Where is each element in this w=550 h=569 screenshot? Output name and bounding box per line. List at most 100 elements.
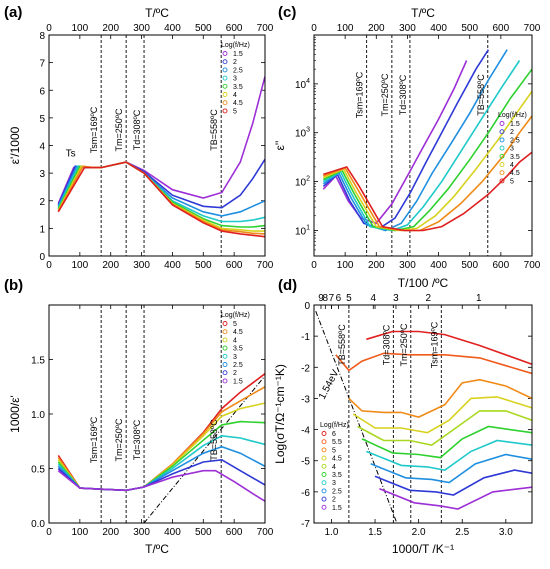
- series-line: [57, 161, 265, 238]
- legend-marker: [499, 129, 505, 135]
- x-tick-label: 700: [257, 527, 274, 538]
- legend-entry: 4.5: [510, 170, 520, 177]
- x-tick-label: 600: [493, 260, 510, 271]
- legend-marker: [222, 353, 228, 359]
- legend-marker: [321, 472, 327, 477]
- y-tick-label: 103: [295, 127, 310, 140]
- plot-frame: [48, 304, 266, 524]
- x-tick-label: 0: [311, 260, 317, 271]
- top-tick-label: 2: [425, 293, 431, 304]
- plot-area: [57, 35, 265, 256]
- top-tick-label: 5: [346, 293, 352, 304]
- x-tick-label-top: 0: [311, 23, 317, 34]
- plot-frame: [48, 34, 266, 257]
- legend-entry: 5: [510, 178, 514, 185]
- legend-marker: [222, 345, 228, 351]
- y-tick-label: -5: [301, 457, 310, 468]
- legend-marker: [321, 463, 327, 469]
- x-tick-label: 300: [133, 260, 150, 271]
- x-axis-label-top: T/100 /ºC: [398, 276, 449, 290]
- legend-title: Log(f/Hz): [221, 42, 250, 49]
- reference-line-label: Td=308ºC: [132, 419, 142, 460]
- x-tick-label: 500: [461, 260, 478, 271]
- series-line: [361, 425, 532, 459]
- top-tick-label: 4: [371, 293, 377, 304]
- reference-line-label: TB=558ºC: [337, 324, 347, 366]
- y-tick-label: -4: [301, 426, 310, 437]
- panel-label: (a): [4, 4, 22, 21]
- y-tick-label: 102: [295, 176, 310, 189]
- series-line: [322, 90, 532, 232]
- legend-entry: 1.5: [510, 121, 520, 128]
- panel-label: (b): [4, 277, 23, 294]
- x-tick-label-top: 600: [226, 23, 243, 34]
- y-tick-label: -3: [301, 394, 310, 405]
- legend-marker: [321, 439, 327, 445]
- legend-marker: [499, 145, 505, 151]
- legend-title: Log(f/Hz): [320, 422, 349, 429]
- x-tick-label: 400: [164, 260, 181, 271]
- panel-d: (d)1.0 1.5 2.0 2.5 3.098 7 6 5 4 3 2 10-1-2-3-4-5-6…: [273, 276, 533, 556]
- legend-marker: [222, 362, 228, 367]
- x-tick-label: 2.5: [455, 527, 469, 538]
- legend-entry: 5.5: [332, 439, 342, 446]
- x-tick-label: 2.0: [412, 527, 426, 538]
- top-tick-label: 8: [323, 293, 329, 304]
- legend-entry: 1.5: [332, 505, 342, 512]
- legend-marker: [222, 59, 228, 65]
- legend-entry: 5: [233, 321, 237, 328]
- legend-entry: 3: [510, 146, 514, 153]
- legend-entry: 3.5: [233, 84, 243, 91]
- legend-marker: [321, 455, 327, 461]
- x-tick-label-top: 500: [461, 23, 478, 34]
- x-tick-label: 300: [133, 527, 150, 538]
- y-axis-label: 1000/ε': [8, 395, 22, 433]
- panel-c: (c) 0 100 200 300 400 500 600 700 0 100 200 300 400 50…: [273, 4, 541, 271]
- legend-entry: 4.5: [332, 456, 342, 463]
- legend-entry: 3: [332, 480, 336, 487]
- legend-entry: 2: [332, 497, 336, 504]
- x-tick-label: 500: [195, 527, 212, 538]
- top-tick-label: 7: [329, 293, 335, 304]
- y-tick-label: 1.0: [31, 410, 45, 421]
- reference-line-label: Tm=250ºC: [114, 108, 124, 152]
- legend-marker: [321, 431, 327, 436]
- annotation: Ts: [66, 149, 76, 160]
- legend-marker: [222, 108, 228, 114]
- series-line: [366, 439, 532, 471]
- y-tick-label: 1.5: [31, 356, 45, 367]
- y-tick-label: 0.5: [31, 465, 45, 476]
- legend-entry: 6: [332, 431, 336, 438]
- series-line: [322, 49, 508, 232]
- reference-line-label: Tsm=169ºC: [429, 321, 439, 368]
- legend-entry: 2.5: [233, 67, 243, 74]
- x-tick-label: 100: [72, 260, 89, 271]
- legend-title: Log(f/Hz): [221, 312, 250, 319]
- x-tick-label-top: 700: [257, 23, 274, 34]
- series-line: [57, 469, 265, 502]
- legend-entry: 2.5: [510, 137, 520, 144]
- legend-entry: 4: [233, 92, 237, 99]
- x-tick-label: 300: [399, 260, 416, 271]
- x-tick-label: 0: [46, 260, 52, 271]
- x-tick-label: 500: [195, 260, 212, 271]
- reference-line-label: TB=558ºC: [476, 74, 486, 116]
- legend-marker: [321, 496, 327, 502]
- reference-line-label: Tm=250ºC: [114, 418, 124, 462]
- legend-marker: [222, 51, 228, 56]
- legend-entry: 4.5: [233, 100, 243, 107]
- reference-line-label: Td=308ºC: [398, 74, 408, 115]
- x-tick-label-top: 200: [102, 23, 119, 34]
- plot-area: [315, 305, 532, 523]
- series-line: [374, 469, 532, 496]
- x-tick-label: 1.0: [324, 527, 338, 538]
- x-tick-label: 700: [257, 260, 274, 271]
- x-tick-label-top: 300: [133, 23, 150, 34]
- y-tick-label: -6: [301, 488, 310, 499]
- y-tick-label: 2: [39, 197, 45, 208]
- legend-entry: 2: [233, 59, 237, 66]
- series-line: [322, 60, 521, 232]
- reference-line-label: Td=308ºC: [132, 109, 142, 150]
- series-line: [370, 453, 532, 484]
